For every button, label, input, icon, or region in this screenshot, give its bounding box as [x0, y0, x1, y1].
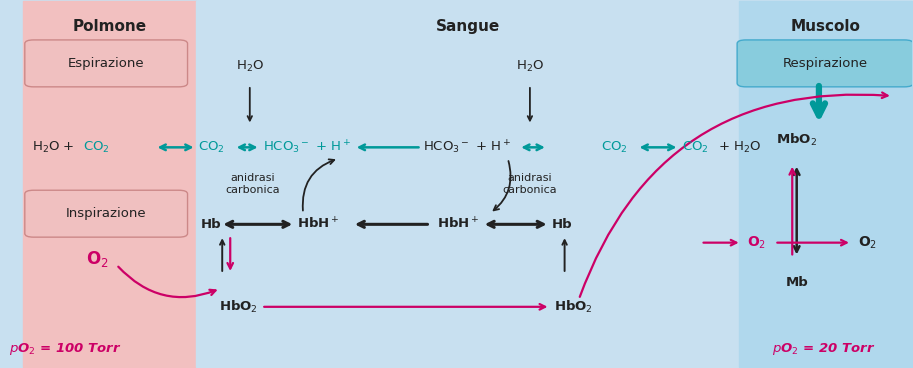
Text: CO$_2$: CO$_2$	[601, 140, 628, 155]
Text: $p$O$_2$ = 100 Torr: $p$O$_2$ = 100 Torr	[9, 341, 122, 357]
Text: Respirazione: Respirazione	[782, 57, 867, 70]
Text: Sangue: Sangue	[436, 19, 499, 34]
Bar	[23, 1, 196, 367]
Text: O$_2$: O$_2$	[858, 234, 877, 251]
Text: Inspirazione: Inspirazione	[66, 207, 146, 220]
Text: Mb: Mb	[785, 276, 808, 290]
FancyBboxPatch shape	[737, 40, 913, 87]
Text: H$_2$O: H$_2$O	[236, 59, 264, 74]
Text: HbH$^+$: HbH$^+$	[436, 217, 479, 232]
Text: CO$_2$: CO$_2$	[682, 140, 708, 155]
FancyBboxPatch shape	[25, 190, 187, 237]
Text: Espirazione: Espirazione	[68, 57, 144, 70]
Text: H$_2$O: H$_2$O	[516, 59, 544, 74]
Text: + H$_2$O: + H$_2$O	[718, 140, 761, 155]
Text: HbO$_2$: HbO$_2$	[219, 299, 257, 315]
Text: HbH$^+$: HbH$^+$	[297, 217, 340, 232]
Text: HbO$_2$: HbO$_2$	[554, 299, 593, 315]
Text: O$_2$: O$_2$	[747, 234, 766, 251]
Text: Hb: Hb	[201, 218, 222, 231]
Text: H$_2$O +: H$_2$O +	[32, 140, 76, 155]
Text: $p$O$_2$ = 20 Torr: $p$O$_2$ = 20 Torr	[771, 341, 875, 357]
Text: CO$_2$: CO$_2$	[198, 140, 225, 155]
Text: anidrasi
carbonica: anidrasi carbonica	[502, 173, 557, 195]
Bar	[739, 1, 912, 367]
Text: Hb: Hb	[552, 218, 572, 231]
Text: anidrasi
carbonica: anidrasi carbonica	[226, 173, 279, 195]
Bar	[196, 1, 739, 367]
Text: Muscolo: Muscolo	[791, 19, 860, 34]
Text: Polmone: Polmone	[72, 19, 146, 34]
Text: MbO$_2$: MbO$_2$	[776, 132, 817, 148]
Text: HCO$_3$$^-$ + H$^+$: HCO$_3$$^-$ + H$^+$	[263, 139, 352, 156]
FancyBboxPatch shape	[25, 40, 187, 87]
Text: HCO$_3$$^-$ + H$^+$: HCO$_3$$^-$ + H$^+$	[424, 139, 511, 156]
Text: O$_2$: O$_2$	[86, 249, 108, 269]
Text: CO$_2$: CO$_2$	[83, 140, 110, 155]
